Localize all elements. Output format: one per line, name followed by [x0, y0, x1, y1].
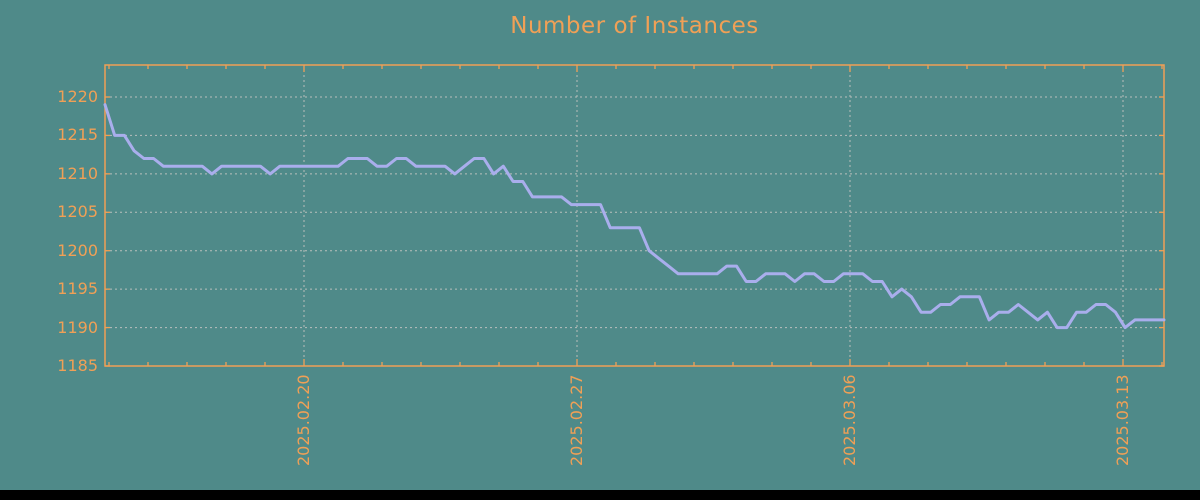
x-tick-label: 2025.03.13: [1113, 374, 1132, 466]
instances-line: [103, 103, 1166, 330]
bottom-bar: [0, 490, 1200, 500]
y-tick-label: 1210: [57, 163, 98, 183]
y-tick-label: 1220: [57, 87, 98, 106]
y-tick-label: 1185: [57, 356, 98, 375]
plot-frame: [104, 64, 1165, 367]
y-tick-label: 1215: [57, 125, 98, 145]
x-tick-label: 2025.03.06: [840, 374, 859, 466]
y-tick-label: 1205: [57, 202, 98, 222]
y-tick-label: 1200: [57, 240, 98, 260]
y-tick-label: 1190: [57, 317, 98, 337]
x-tick-label: 2025.02.27: [567, 374, 586, 466]
y-tick-label: 1195: [57, 279, 98, 299]
chart-title: Number of Instances: [510, 13, 759, 39]
x-tick-label: 2025.02.20: [294, 374, 313, 466]
